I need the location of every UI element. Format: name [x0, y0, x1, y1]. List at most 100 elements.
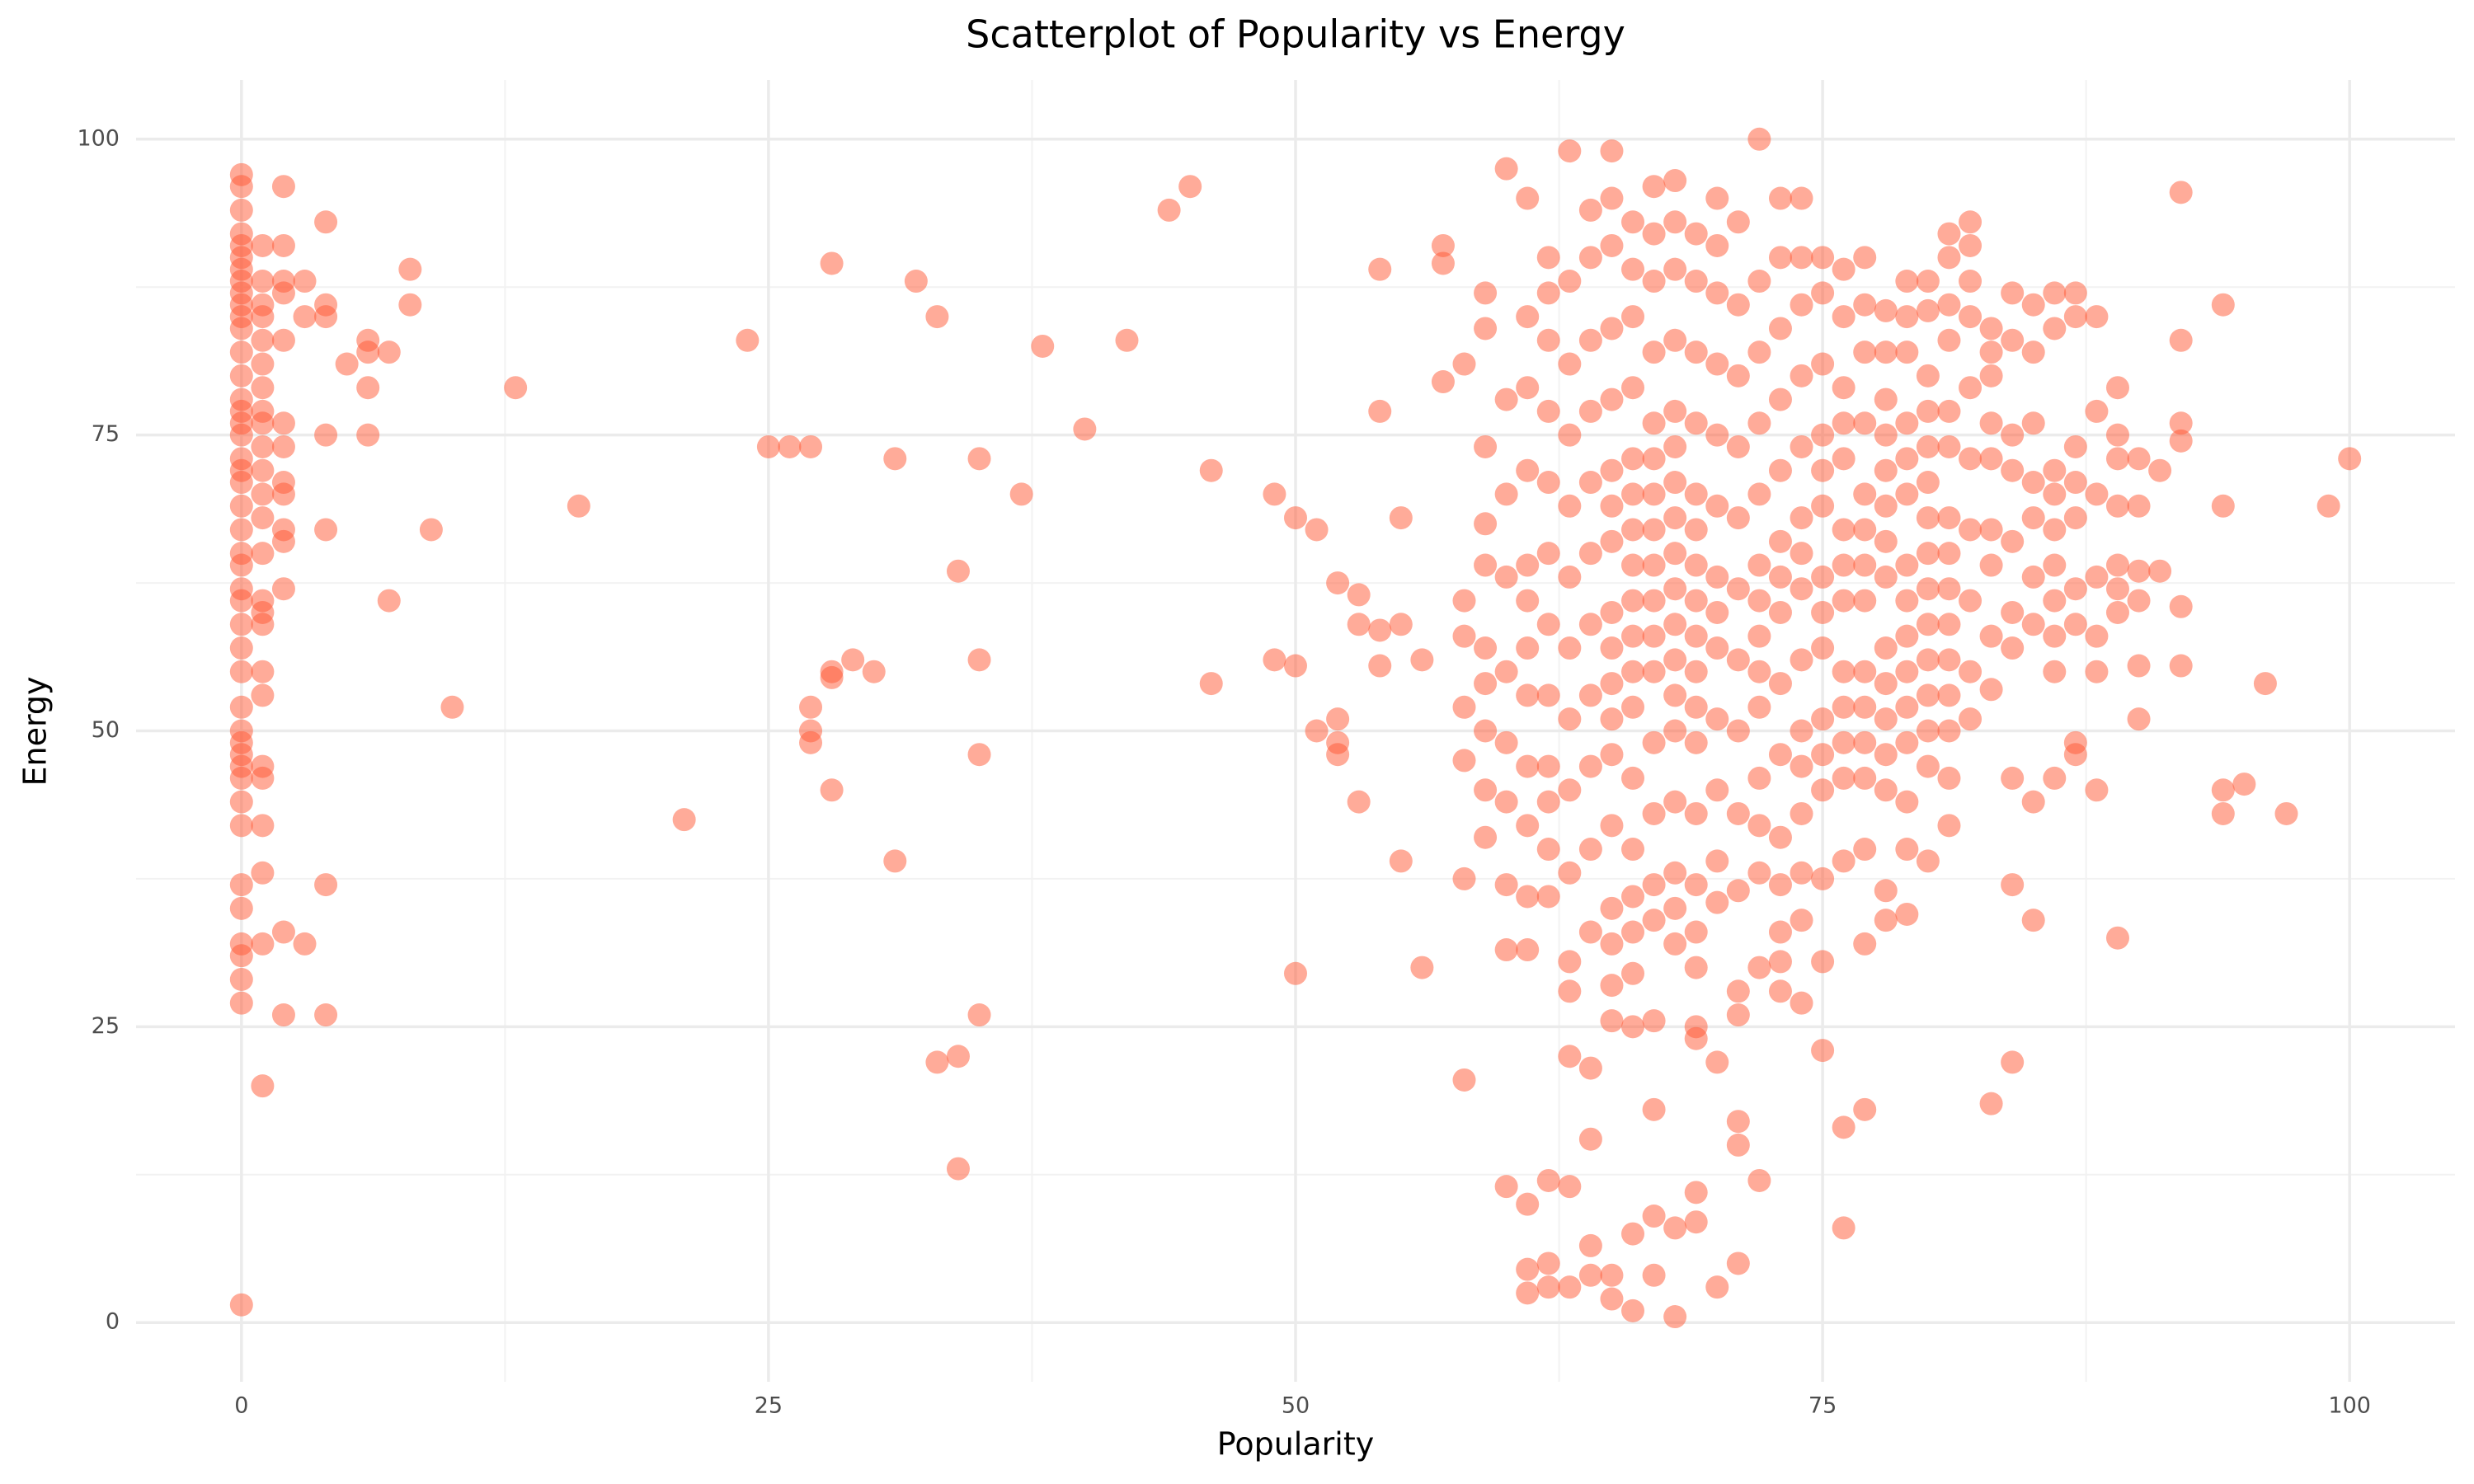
point	[1389, 506, 1413, 530]
point	[1895, 553, 1919, 577]
point	[2169, 654, 2193, 678]
point	[1663, 719, 1687, 743]
point	[1853, 932, 1877, 956]
point	[2001, 766, 2025, 790]
point	[1832, 1216, 1856, 1240]
point	[967, 648, 991, 672]
point	[1600, 896, 1624, 920]
point	[2043, 458, 2067, 482]
point	[251, 932, 275, 956]
point	[1558, 636, 1582, 660]
point	[1790, 861, 1813, 885]
point	[398, 257, 422, 281]
point	[1368, 654, 1392, 678]
point	[1347, 790, 1371, 814]
point	[1600, 458, 1624, 482]
point	[1642, 1263, 1666, 1287]
point	[1959, 518, 1982, 542]
point	[1684, 873, 1708, 897]
point	[1916, 719, 1940, 743]
points	[229, 127, 2362, 1329]
point	[1726, 979, 1750, 1003]
point	[1747, 411, 1771, 435]
point	[1663, 399, 1687, 423]
point	[1516, 814, 1540, 838]
point	[1663, 932, 1687, 956]
point	[1663, 471, 1687, 495]
point	[1536, 683, 1560, 707]
point	[1684, 482, 1708, 506]
point	[1916, 577, 1940, 601]
point	[251, 1074, 275, 1098]
point	[1874, 672, 1898, 696]
point	[1516, 938, 1540, 962]
point	[2253, 672, 2277, 696]
point	[2105, 376, 2129, 400]
point	[356, 423, 380, 447]
x-tick-label: 25	[755, 1393, 783, 1419]
point	[2085, 778, 2109, 802]
point	[2169, 429, 2193, 453]
point	[1284, 654, 1307, 678]
point	[2021, 506, 2045, 530]
point	[2021, 340, 2045, 364]
point	[229, 553, 253, 577]
point	[2063, 434, 2087, 458]
point	[1558, 423, 1582, 447]
point	[1684, 956, 1708, 979]
point	[1853, 730, 1877, 754]
point	[1494, 790, 1518, 814]
point	[820, 778, 844, 802]
point	[1621, 961, 1645, 985]
point	[2021, 613, 2045, 636]
point	[1874, 340, 1898, 364]
point	[1642, 624, 1666, 648]
point	[1684, 1026, 1708, 1050]
point	[1705, 890, 1729, 914]
point	[1811, 743, 1835, 767]
point	[2085, 660, 2109, 683]
point	[1663, 861, 1687, 885]
point	[2043, 660, 2067, 683]
y-tick-label: 75	[92, 421, 120, 447]
point	[1663, 1216, 1687, 1240]
point	[2043, 482, 2067, 506]
point	[1768, 246, 1792, 270]
point	[335, 352, 359, 376]
point	[2105, 926, 2129, 950]
point	[1832, 447, 1856, 471]
point	[946, 559, 970, 583]
point	[1578, 838, 1602, 862]
point	[1494, 938, 1518, 962]
point	[1747, 861, 1771, 885]
point	[1811, 246, 1835, 270]
point	[1516, 589, 1540, 613]
point	[925, 1050, 949, 1074]
point	[1726, 577, 1750, 601]
point	[251, 305, 275, 329]
point	[1790, 542, 1813, 566]
point	[1431, 251, 1455, 275]
grid	[136, 80, 2455, 1382]
point	[1705, 1050, 1729, 1074]
point	[229, 896, 253, 920]
point	[1621, 257, 1645, 281]
point	[1663, 577, 1687, 601]
point	[1747, 1168, 1771, 1192]
point	[1811, 707, 1835, 731]
point	[1853, 482, 1877, 506]
point	[1516, 305, 1540, 329]
point	[2063, 506, 2087, 530]
point	[1874, 778, 1898, 802]
point	[1959, 589, 1982, 613]
point	[2127, 447, 2151, 471]
point	[2043, 766, 2067, 790]
point	[1747, 814, 1771, 838]
point	[1705, 352, 1729, 376]
point	[1790, 754, 1813, 778]
point	[1578, 920, 1602, 944]
y-tick-label: 100	[77, 125, 120, 151]
point	[1790, 801, 1813, 825]
point	[1536, 1168, 1560, 1192]
